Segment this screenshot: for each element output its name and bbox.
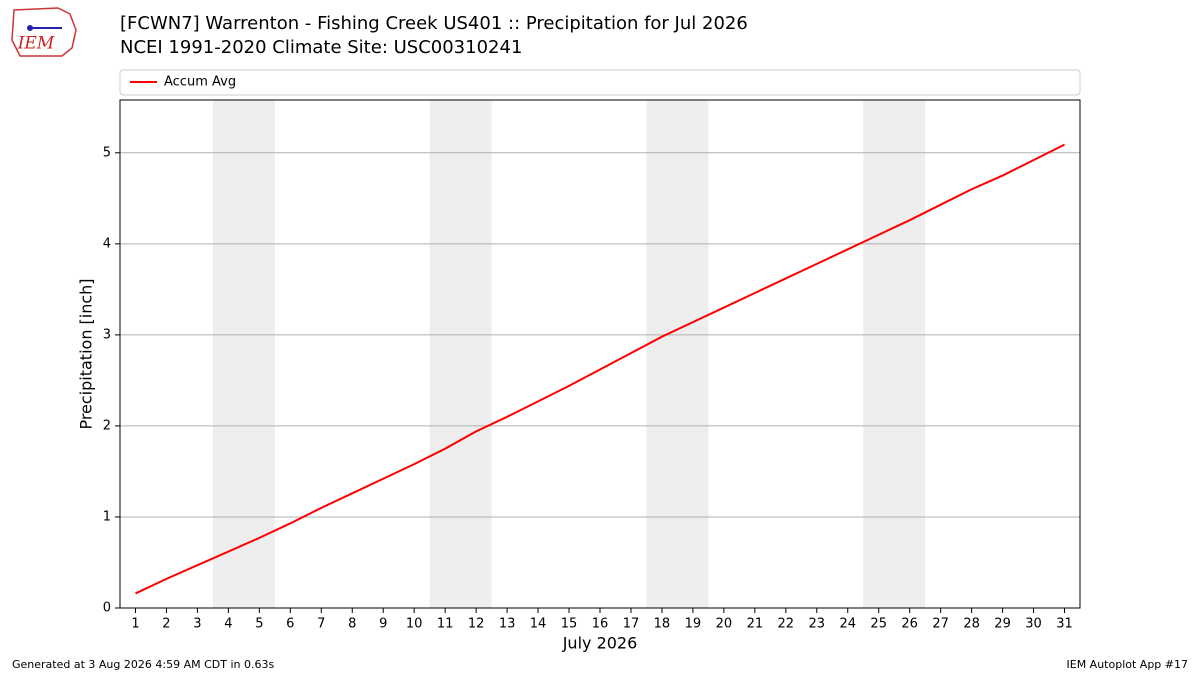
plot-frame (119, 99, 1081, 609)
chart-subtitle: NCEI 1991-2020 Climate Site: USC00310241 (120, 37, 522, 58)
x-tick-label: 17 (623, 617, 640, 632)
x-tick-label: 29 (994, 617, 1011, 632)
y-tick-label: 1 (103, 509, 111, 524)
footer-left: Generated at 3 Aug 2026 4:59 AM CDT in 0… (12, 658, 274, 671)
logo: IEM (11, 7, 77, 57)
x-tick-label: 3 (193, 617, 201, 632)
x-tick-label: 28 (963, 617, 980, 632)
y-tick-label: 5 (103, 145, 111, 160)
x-tick-label: 16 (592, 617, 609, 632)
chart-title: [FCWN7] Warrenton - Fishing Creek US401 … (120, 13, 748, 34)
x-tick-label: 27 (932, 617, 949, 632)
x-tick-label: 1 (131, 617, 139, 632)
x-tick-label: 2 (162, 617, 170, 632)
y-tick-label: 2 (103, 418, 111, 433)
x-tick-label: 31 (1056, 617, 1073, 632)
weekend-shade (429, 100, 492, 608)
x-tick-label: 20 (716, 617, 733, 632)
x-tick-label: 18 (654, 617, 671, 632)
legend-label: Accum Avg (164, 75, 236, 90)
x-tick-label: 22 (778, 617, 795, 632)
weekend-shade (863, 100, 926, 608)
x-tick-label: 21 (747, 617, 764, 632)
x-tick-label: 15 (561, 617, 578, 632)
x-tick-label: 30 (1025, 617, 1042, 632)
logo-text: IEM (17, 34, 55, 54)
weekend-shade (646, 100, 709, 608)
footer-right: IEM Autoplot App #17 (1067, 658, 1189, 671)
x-tick-label: 14 (530, 617, 547, 632)
x-tick-label: 13 (499, 617, 516, 632)
x-axis-label: July 2026 (562, 634, 638, 653)
x-tick-label: 10 (406, 617, 423, 632)
y-tick-label: 0 (103, 601, 111, 616)
x-tick-label: 23 (809, 617, 826, 632)
x-tick-label: 5 (255, 617, 263, 632)
x-tick-label: 26 (901, 617, 918, 632)
y-tick-label: 3 (103, 327, 111, 342)
x-tick-label: 6 (286, 617, 294, 632)
x-tick-label: 11 (437, 617, 454, 632)
y-tick-label: 4 (103, 236, 111, 251)
x-tick-label: 25 (870, 617, 887, 632)
y-axis-label: Precipitation [inch] (77, 278, 96, 429)
line-series (135, 143, 1065, 595)
x-tick-label: 24 (839, 617, 856, 632)
x-tick-label: 4 (224, 617, 232, 632)
x-tick-label: 9 (379, 617, 387, 632)
x-tick-label: 19 (685, 617, 702, 632)
weekend-shade (212, 100, 275, 608)
x-tick-label: 7 (317, 617, 325, 632)
legend-box (119, 69, 1081, 96)
x-tick-label: 12 (468, 617, 485, 632)
x-tick-label: 8 (348, 617, 356, 632)
